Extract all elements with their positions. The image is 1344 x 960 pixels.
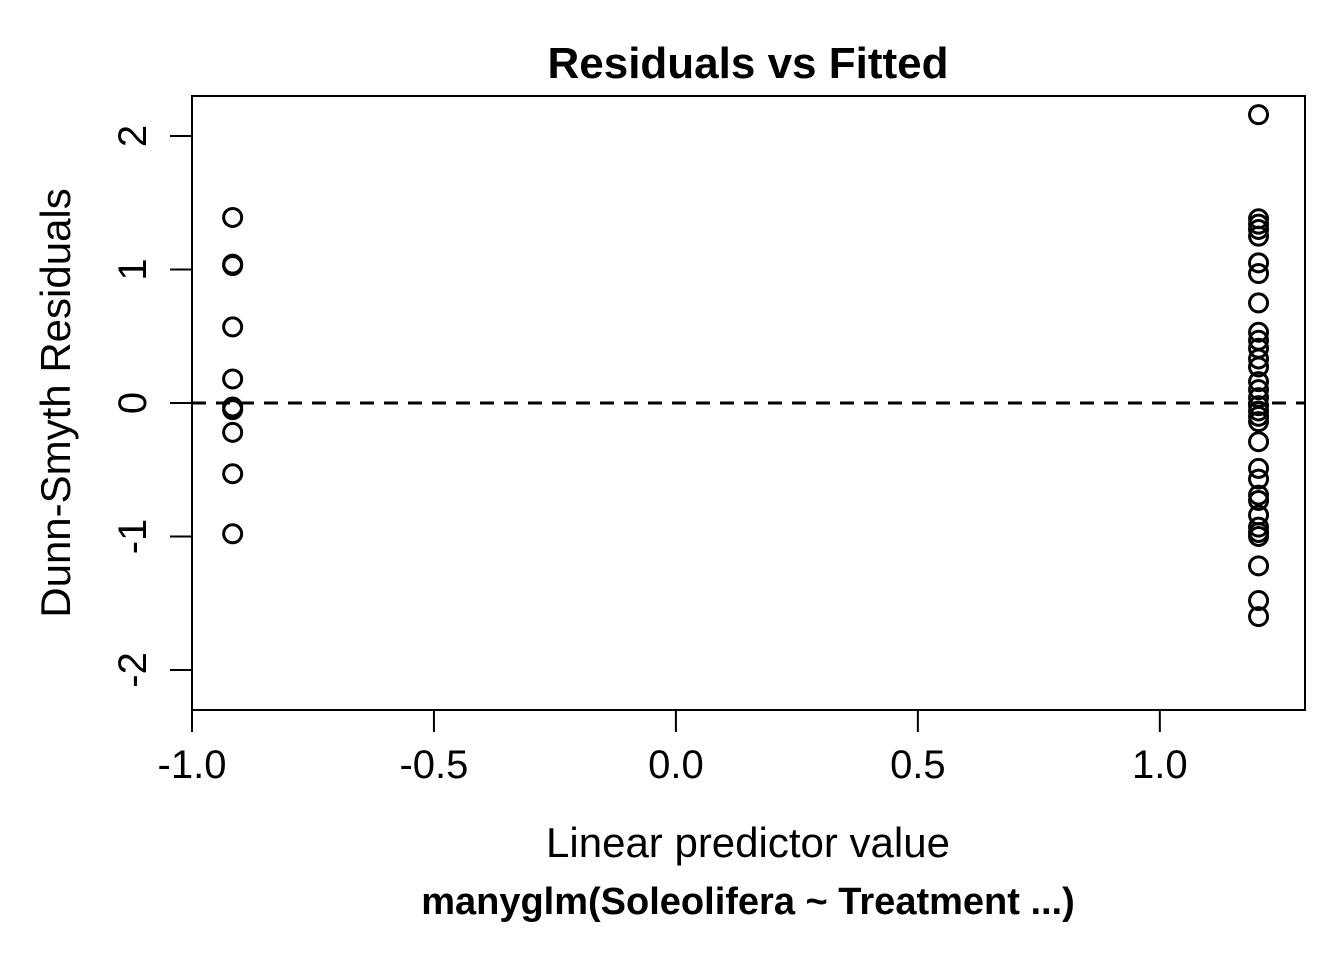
x-tick-label: 0.0 [648, 743, 704, 787]
data-point [1248, 431, 1270, 453]
model-subtitle: manyglm(Soleolifera ~ Treatment ...) [421, 881, 1075, 923]
data-points [222, 104, 1270, 628]
y-axis-label: Dunn-Smyth Residuals [32, 188, 79, 618]
data-point [222, 421, 244, 443]
data-point [1248, 225, 1270, 247]
x-tick-label: 0.5 [890, 743, 946, 787]
data-point [222, 316, 244, 338]
x-axis: -1.0 -0.5 0.0 0.5 1.0 [158, 709, 1188, 787]
data-point [1248, 263, 1270, 285]
data-point [1248, 379, 1270, 401]
data-point [1248, 468, 1270, 490]
data-point [1248, 411, 1270, 433]
x-axis-label: Linear predictor value [546, 819, 950, 866]
data-point [222, 255, 244, 277]
chart-title: Residuals vs Fitted [547, 39, 948, 88]
data-point [222, 206, 244, 228]
data-point [1248, 489, 1270, 511]
data-point [1248, 252, 1270, 274]
data-point [1248, 292, 1270, 314]
data-point [222, 463, 244, 485]
y-tick-label: -1 [111, 519, 155, 555]
data-point [1248, 218, 1270, 240]
data-point [222, 399, 244, 421]
data-point [1248, 525, 1270, 547]
y-tick-label: 0 [111, 392, 155, 414]
x-tick-label: 1.0 [1132, 743, 1188, 787]
data-point [222, 368, 244, 390]
data-point [1248, 321, 1270, 343]
y-tick-label: -2 [111, 652, 155, 688]
data-point [1248, 104, 1270, 126]
y-tick-label: 2 [111, 125, 155, 147]
data-point [222, 523, 244, 545]
y-axis: -2 -1 0 1 2 [111, 125, 193, 688]
data-point [1248, 606, 1270, 628]
y-tick-label: 1 [111, 258, 155, 280]
data-point [1248, 555, 1270, 577]
data-point [1248, 348, 1270, 370]
data-point [1248, 457, 1270, 479]
data-point [1248, 371, 1270, 393]
data-point [1248, 356, 1270, 378]
x-tick-label: -1.0 [158, 743, 227, 787]
x-tick-label: -0.5 [399, 743, 468, 787]
data-point [1248, 590, 1270, 612]
